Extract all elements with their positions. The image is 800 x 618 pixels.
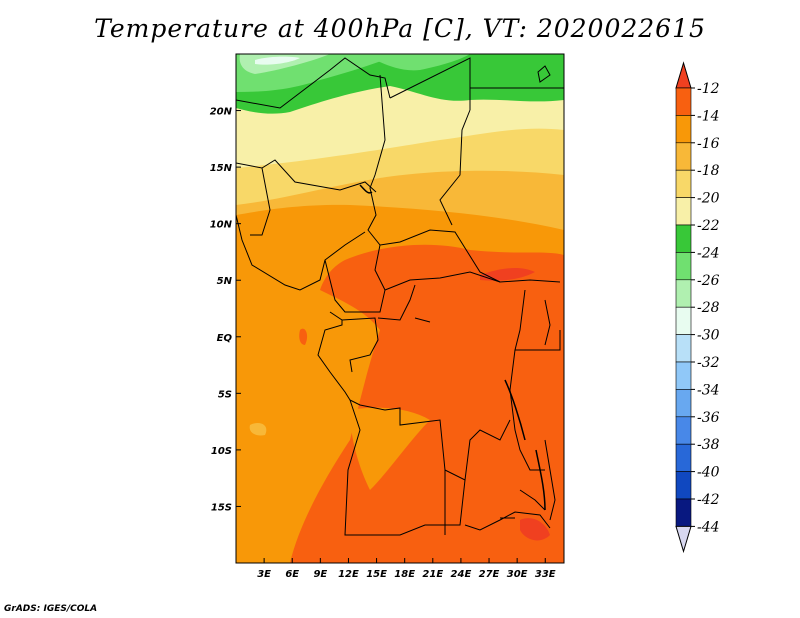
sudan-coast-mark <box>537 65 551 83</box>
colorbar-label: -16 <box>697 136 720 152</box>
colorbar-segment <box>675 389 692 418</box>
colorbar-bottom-arrow <box>675 525 692 554</box>
lat-tick-label: 10N <box>210 220 233 231</box>
lat-tick-label: EQ <box>217 333 233 344</box>
colorbar-segment <box>675 334 692 363</box>
lon-tick-label: 21E <box>422 569 443 580</box>
colorbar-label: -12 <box>697 81 720 97</box>
colorbar-label: -30 <box>697 328 720 344</box>
colorbar: -12 -14 -16 -18 -20 -22 -24 -26 -28 -30 -32 -34 -36 -… <box>675 61 720 554</box>
colorbar-top-arrow <box>675 61 692 89</box>
map-frame <box>235 53 565 564</box>
colorbar-label: -22 <box>697 218 720 234</box>
field-band-minus14 <box>290 244 564 563</box>
lon-tick-label: 24E <box>451 569 472 580</box>
border-malawi <box>544 439 556 521</box>
latitude-axis: 20N 15N 10N 5N EQ 5S 10S 15S <box>210 107 241 513</box>
colorbar-segment <box>675 361 692 390</box>
field-patch-minus16b <box>249 423 267 436</box>
border-car-drc <box>384 271 501 291</box>
colorbar-segment <box>675 224 692 253</box>
lat-tick-label: 10S <box>211 446 232 457</box>
colorbar-segment <box>675 416 692 445</box>
colorbar-segment <box>675 498 692 527</box>
border-eastern-rift <box>509 289 545 471</box>
colorbar-segment <box>675 471 692 500</box>
longitude-axis: 3E 6E 9E 12E 15E 18E 21E 24E 27E 30E 33E <box>257 558 556 580</box>
lake-victoria-west <box>544 299 551 346</box>
temperature-field <box>236 54 564 563</box>
border-chad-sudan <box>367 74 561 283</box>
field-patch-minus12a <box>480 268 535 281</box>
colorbar-label: -44 <box>697 519 720 535</box>
lat-tick-label: 15S <box>211 502 232 513</box>
border-zambia-zimbabwe <box>464 511 551 531</box>
border-niger-north <box>236 57 391 109</box>
colorbar-label: -38 <box>697 437 720 453</box>
border-gabon-congo <box>317 311 351 401</box>
lon-tick-label: 27E <box>479 569 500 580</box>
credit-text: GrADS: IGES/COLA <box>4 604 98 614</box>
country-borders <box>236 57 564 536</box>
border-uganda <box>515 330 561 351</box>
colorbar-segment <box>675 87 692 116</box>
field-band-minus28 <box>255 56 300 65</box>
field-patch-minus12b <box>520 518 550 541</box>
colorbar-segment <box>675 115 692 144</box>
lat-tick-label: 5S <box>218 389 232 400</box>
colorbar-label: -26 <box>697 273 720 289</box>
lon-tick-label: 18E <box>394 569 415 580</box>
field-patch-minus16 <box>350 407 430 490</box>
colorbar-label: -18 <box>697 163 720 179</box>
lon-tick-label: 15E <box>366 569 387 580</box>
colorbar-label: -34 <box>697 382 720 398</box>
lon-tick-label: 30E <box>507 569 528 580</box>
colorbar-label: -24 <box>697 245 720 261</box>
colorbar-label: -32 <box>697 355 720 371</box>
colorbar-label: -14 <box>697 108 720 124</box>
colorbar-label: -42 <box>697 492 720 508</box>
lon-tick-label: 6E <box>285 569 299 580</box>
lon-tick-label: 3E <box>257 569 271 580</box>
lon-tick-label: 33E <box>535 569 556 580</box>
border-chad-sudan-east <box>439 109 471 226</box>
colorbar-segment <box>675 252 692 281</box>
border-angola-drc <box>349 399 511 481</box>
colorbar-segment <box>675 169 692 198</box>
border-nigeria-coast <box>236 214 366 291</box>
colorbar-segment <box>675 306 692 335</box>
lon-tick-label: 12E <box>338 569 359 580</box>
colorbar-segment <box>675 443 692 472</box>
colorbar-label: -28 <box>697 300 720 316</box>
border-benin <box>250 167 271 236</box>
lake-kariba <box>519 489 546 511</box>
colorbar-segment <box>675 279 692 308</box>
lon-tick-label: 9E <box>313 569 327 580</box>
border-libya-chad <box>389 57 471 110</box>
lake-tanganyika <box>504 379 526 441</box>
lat-tick-label: 20N <box>210 107 233 118</box>
colorbar-label: -40 <box>697 465 720 481</box>
border-congo-drc <box>377 284 416 321</box>
lat-tick-label: 15N <box>210 163 233 174</box>
colorbar-label: -36 <box>697 410 720 426</box>
lat-tick-label: 5N <box>217 276 233 287</box>
border-congo <box>341 317 379 373</box>
field-patch-minus14b <box>299 328 308 345</box>
lake-mai-ndombe <box>414 317 431 323</box>
colorbar-label: -20 <box>697 191 720 207</box>
chart-title: Temperature at 400hPa [C], VT: 202002261… <box>94 14 706 43</box>
lake-malawi <box>535 449 546 511</box>
border-cameroon-car <box>324 244 386 313</box>
border-angola <box>344 399 466 536</box>
colorbar-segment <box>675 197 692 226</box>
colorbar-segment <box>675 142 692 171</box>
lake-chad <box>359 184 373 194</box>
